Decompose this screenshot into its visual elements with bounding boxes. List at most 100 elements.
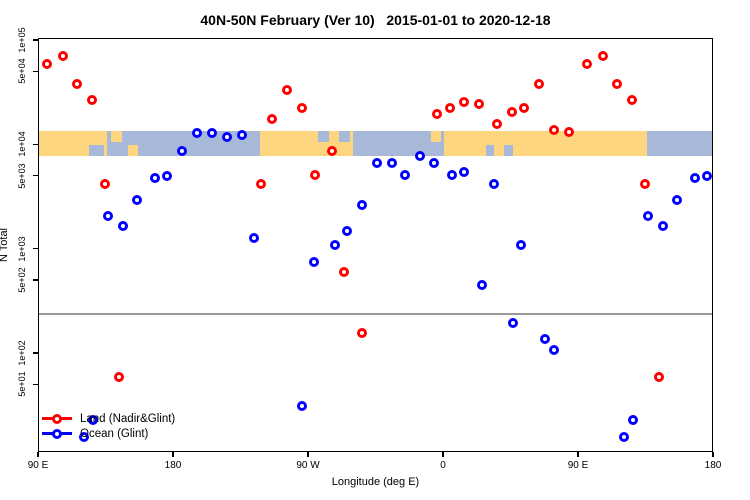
data-point-ocean (446, 169, 457, 180)
y-tick (33, 143, 38, 146)
data-point-land (563, 126, 574, 137)
map-ocean-patch (318, 131, 329, 143)
x-tick-label: 90 W (296, 460, 320, 471)
data-point-land (338, 266, 349, 277)
data-point-ocean (356, 199, 367, 210)
map-land-segment (259, 131, 353, 156)
legend-item-land: Land (Nadir&Glint) (42, 411, 175, 426)
data-point-land (58, 50, 68, 61)
data-point-ocean (103, 210, 113, 221)
x-tick (442, 452, 444, 457)
data-point-land (653, 372, 664, 383)
y-tick-label: 1e+05 (17, 27, 27, 53)
data-point-land (640, 178, 650, 189)
y-tick-label: 5e+02 (17, 267, 27, 293)
legend-symbol-ocean-icon (42, 428, 72, 439)
data-point-ocean (428, 157, 439, 168)
data-point-ocean (329, 240, 340, 251)
data-point-ocean (221, 132, 232, 143)
data-point-land (100, 178, 110, 189)
data-point-land (71, 78, 82, 89)
chart-title: 40N-50N February (Ver 10) 2015-01-01 to … (200, 12, 551, 28)
data-point-land (611, 78, 622, 89)
y-tick (33, 174, 38, 177)
data-point-land (296, 102, 307, 113)
legend-symbol-land-icon (42, 413, 72, 424)
x-tick (172, 452, 174, 457)
legend-label: Land (Nadir&Glint) (80, 412, 176, 425)
x-tick (307, 452, 309, 457)
data-point-ocean (548, 344, 559, 355)
y-tick-label: 1e+02 (17, 340, 27, 366)
y-tick (33, 39, 38, 41)
data-point-land (598, 50, 608, 61)
data-point-land (445, 102, 455, 113)
data-point-land (431, 108, 442, 119)
x-tick-label: 0 (440, 460, 446, 471)
data-point-land (41, 59, 52, 70)
data-point-land (356, 327, 367, 338)
data-point-land (281, 84, 292, 95)
data-point-ocean (118, 220, 128, 231)
x-tick (577, 452, 579, 457)
legend-circle-icon (52, 428, 62, 439)
data-point-ocean (701, 170, 712, 181)
data-point-ocean (131, 194, 142, 205)
map-ocean-patch (88, 144, 104, 156)
data-point-ocean (415, 150, 425, 161)
data-point-ocean (149, 172, 160, 183)
map-ocean-patch (649, 131, 660, 143)
data-point-ocean (88, 415, 98, 426)
data-point-ocean (308, 257, 319, 268)
x-tick-label: 90 E (27, 460, 49, 471)
legend-circle-icon (52, 413, 62, 424)
data-point-land (473, 98, 484, 109)
data-point-ocean (539, 333, 550, 344)
x-tick-label: 180 (164, 460, 182, 471)
reference-line (39, 313, 712, 316)
data-point-ocean (643, 210, 653, 221)
data-point-land (326, 146, 337, 157)
data-point-land (266, 113, 277, 124)
data-point-land (518, 102, 529, 113)
x-tick (712, 452, 714, 457)
legend: Land (Nadir&Glint) Ocean (Glint) (42, 411, 175, 441)
data-point-land (581, 59, 592, 70)
data-point-ocean (296, 400, 307, 411)
y-tick (33, 247, 38, 250)
data-point-land (256, 178, 266, 189)
data-point-land (626, 95, 637, 106)
data-point-ocean (619, 431, 629, 442)
map-band (39, 131, 712, 156)
legend-item-ocean: Ocean (Glint) (42, 426, 175, 441)
map-ocean-segment (352, 131, 444, 156)
data-point-ocean (628, 415, 638, 426)
data-point-ocean (386, 157, 397, 168)
data-point-ocean (206, 128, 217, 139)
x-tick (37, 452, 39, 457)
data-point-ocean (191, 128, 202, 139)
map-ocean-patch (486, 144, 494, 156)
x-tick-label: 180 (704, 460, 722, 471)
data-point-ocean (176, 146, 187, 157)
data-point-ocean (248, 232, 259, 243)
data-point-ocean (658, 220, 668, 231)
map-land-patch (111, 131, 122, 143)
data-point-ocean (488, 178, 499, 189)
data-point-land (548, 125, 559, 136)
plot-area (38, 38, 713, 452)
data-point-land (86, 95, 97, 106)
y-tick-label: 5e+01 (17, 371, 27, 397)
y-axis-label: N Total (0, 227, 10, 262)
data-point-land (506, 106, 517, 117)
y-tick (33, 279, 38, 281)
data-point-land (491, 119, 502, 129)
y-tick-label: 1e+04 (17, 131, 27, 157)
data-point-ocean (400, 169, 410, 180)
data-point-ocean (508, 317, 518, 328)
data-point-ocean (458, 167, 469, 178)
data-point-ocean (515, 240, 526, 251)
map-land-patch (127, 144, 138, 156)
y-tick-label: 5e+04 (17, 58, 27, 85)
